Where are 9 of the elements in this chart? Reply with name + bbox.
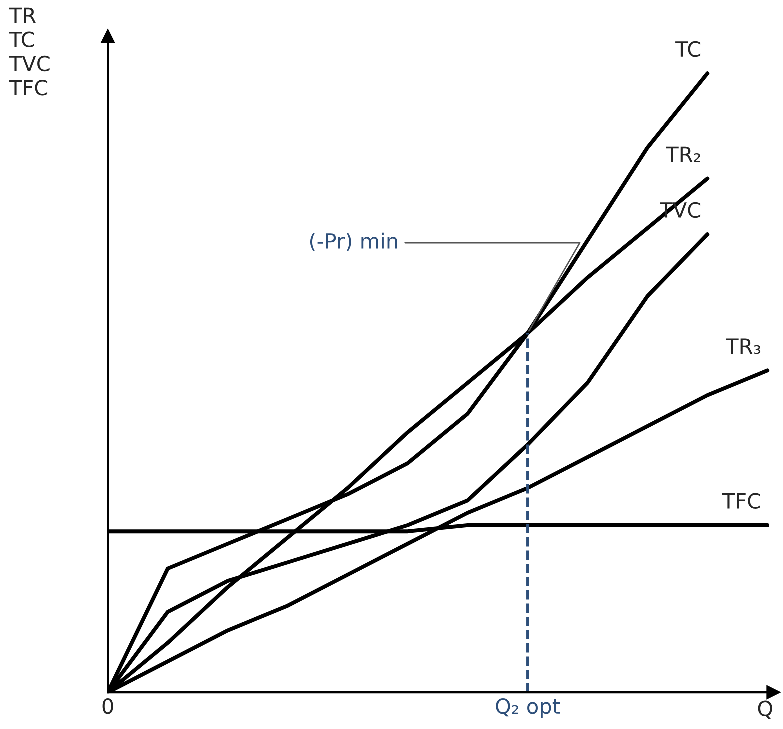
x-axis-title: Q	[758, 700, 772, 719]
series-label: TC	[676, 41, 701, 58]
series-label: TR₂	[666, 146, 700, 162]
x-tick-label: 0	[102, 698, 114, 714]
y-axis-title: TR TC TVC TFC	[9, 8, 50, 96]
annotation: (-Pr) min	[310, 232, 398, 252]
x-tick-label: Q₂ opt	[496, 698, 560, 718]
series-label: TFC	[722, 493, 760, 510]
series-label: TR₃	[726, 338, 761, 354]
